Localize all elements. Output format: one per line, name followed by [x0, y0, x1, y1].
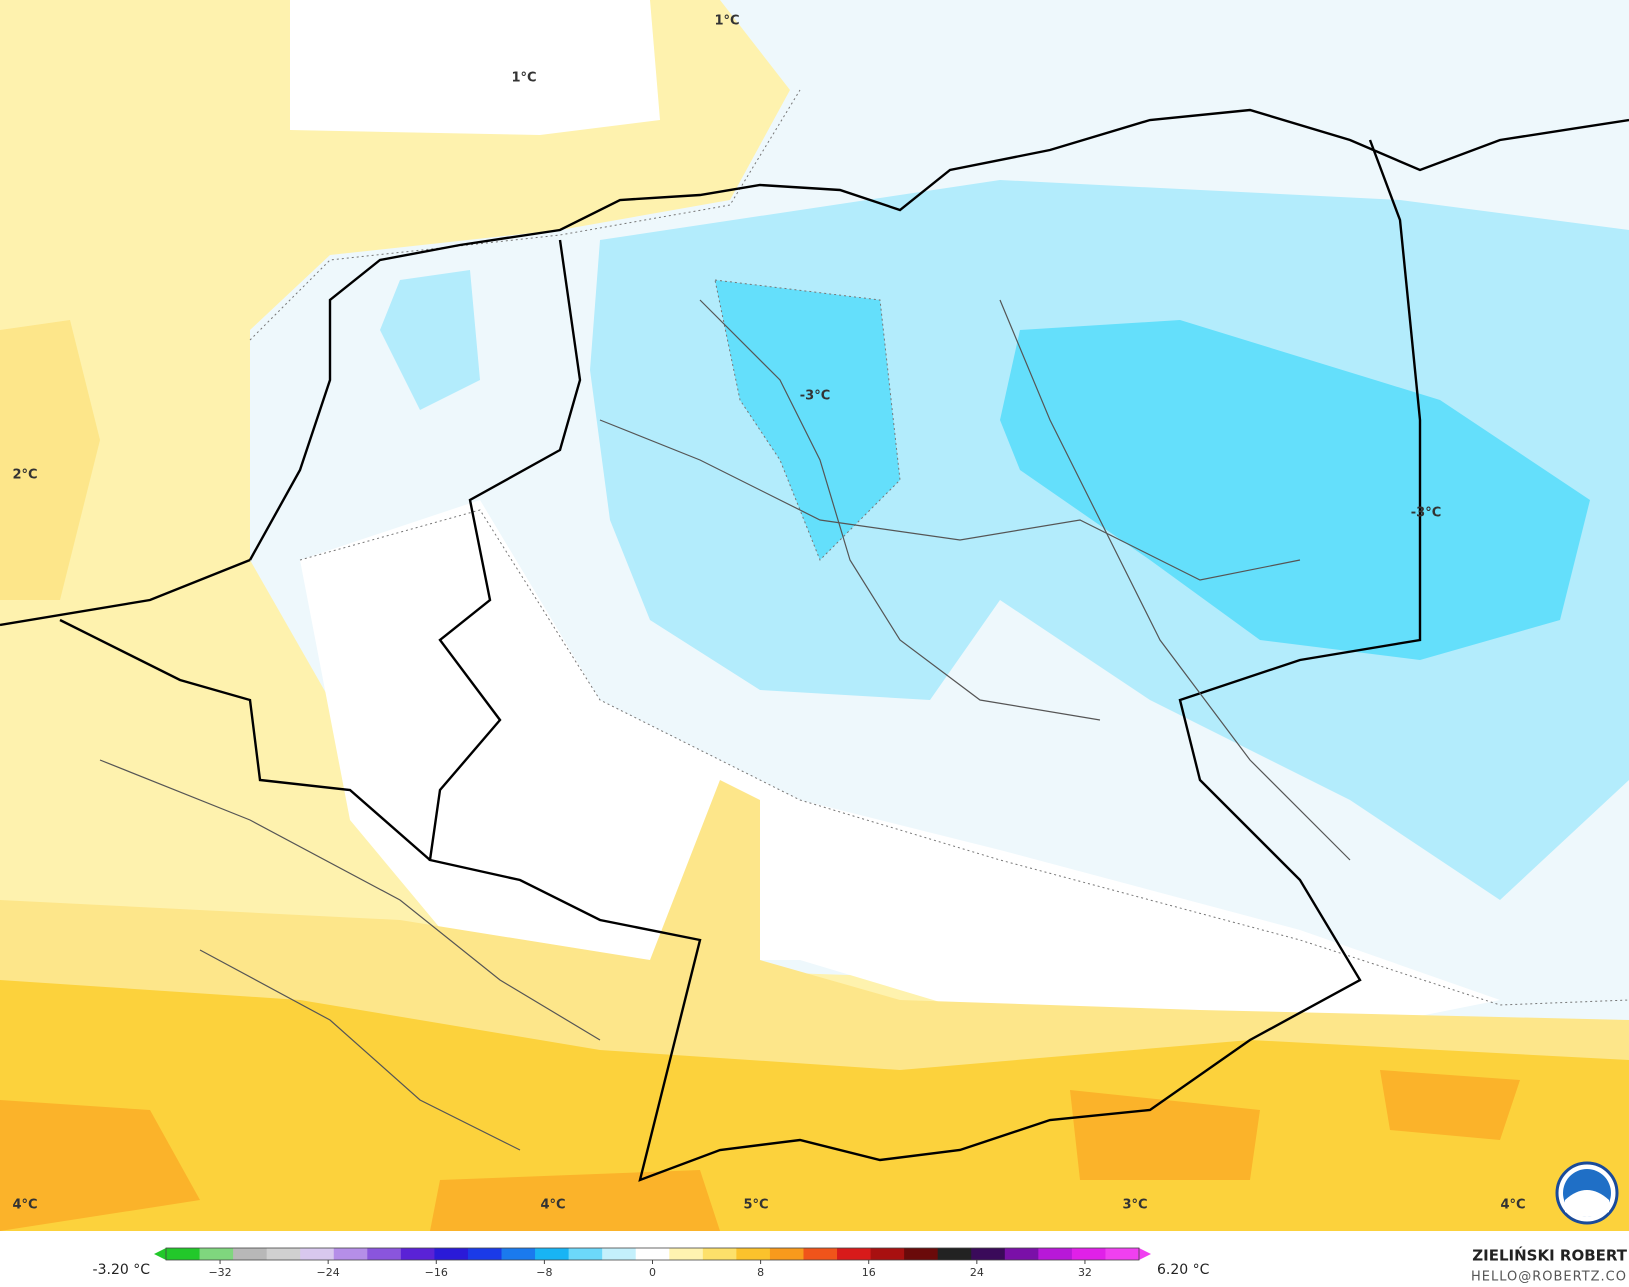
colorbar-end [1139, 1248, 1151, 1260]
temperature-label: 1°C [714, 14, 739, 29]
region-border [699, 299, 1101, 721]
isoline [714, 279, 901, 561]
credit-name: ZIELIŃSKI ROBERT [1472, 1246, 1627, 1265]
credit-email: HELLO@ROBERTZ.CO [1471, 1270, 1627, 1285]
region-border [599, 419, 1301, 581]
warmest-area [430, 1170, 720, 1231]
colorbar-segment [736, 1248, 771, 1260]
colorbar-segment [870, 1248, 905, 1260]
colorbar-segment [333, 1248, 368, 1260]
noaa-logo [1555, 1161, 1619, 1225]
colorbar-tick-label: 24 [970, 1266, 984, 1279]
colorbar-segment [568, 1248, 603, 1260]
colorbar-segment [266, 1248, 301, 1260]
map-field [0, 0, 1629, 1231]
coastline [0, 558, 251, 627]
colorbar-segment [367, 1248, 402, 1260]
colorbar-segment [1071, 1248, 1106, 1260]
colorbar-segment [769, 1248, 804, 1260]
temperature-label: 3°C [1122, 1198, 1147, 1213]
warm-area [0, 320, 100, 600]
colorbar-segment [1038, 1248, 1073, 1260]
colorbar-tick-label: −8 [536, 1266, 552, 1279]
colorbar-segment [300, 1248, 335, 1260]
warmest-area [0, 1100, 200, 1231]
colorbar-segment [669, 1248, 704, 1260]
temperature-label: 4°C [540, 1198, 565, 1213]
temperature-label: 4°C [12, 1198, 37, 1213]
colorbar-segment [233, 1248, 268, 1260]
warmest-area [1380, 1070, 1520, 1140]
isoline [249, 89, 801, 341]
borders [0, 108, 1629, 1182]
colorbar-segment [501, 1248, 536, 1260]
colorbar-segment [803, 1248, 838, 1260]
colorbar-tick-label: −24 [317, 1266, 340, 1279]
colorbar-tick-label: 0 [649, 1266, 656, 1279]
temperature-label: 4°C [1500, 1198, 1525, 1213]
temperature-label: 1°C [511, 71, 536, 86]
temperature-label: 2°C [12, 468, 37, 483]
colorbar-segment [602, 1248, 637, 1260]
colorbar-segment [535, 1248, 570, 1260]
region-border [999, 299, 1351, 861]
coastline [248, 108, 1629, 561]
zero-area [290, 0, 660, 135]
zero-area [300, 500, 1500, 1040]
colorbar-segment [400, 1248, 435, 1260]
temperature-label: -3°C [800, 389, 830, 404]
colorbar-end [154, 1248, 166, 1260]
colorbar-segment [434, 1248, 469, 1260]
colorbar-segment [1105, 1248, 1140, 1260]
colorbar-segment [1004, 1248, 1039, 1260]
country-border [59, 618, 431, 861]
colorbar-segment [467, 1248, 503, 1260]
colorbar-segment [166, 1248, 201, 1260]
isolines [249, 89, 1629, 1006]
colorbar-tick-label: 32 [1078, 1266, 1092, 1279]
region-border [199, 949, 521, 1151]
colorbar-tick-label: 8 [757, 1266, 764, 1279]
cold-area [380, 270, 480, 410]
colorbar-segment [971, 1248, 1006, 1260]
colorbar-min: -3.20 °C [93, 1262, 151, 1278]
region-border [99, 759, 601, 1041]
colorbar-segment [904, 1248, 939, 1260]
colorbar-segment [199, 1248, 234, 1260]
colorbar-tick-label: −16 [425, 1266, 448, 1279]
temperature-label: -3°C [1411, 506, 1441, 521]
colder-area [715, 280, 900, 560]
logo-wave [1565, 1190, 1609, 1217]
temperature-label: 5°C [743, 1198, 768, 1213]
colorbar-segment [937, 1248, 972, 1260]
colorbar-tick-label: −32 [208, 1266, 231, 1279]
colder-area [1000, 320, 1590, 660]
colorbar-segment [702, 1248, 737, 1260]
colorbar-segment [635, 1248, 670, 1260]
colorbar-max: 6.20 °C [1157, 1262, 1210, 1278]
colorbar-segment [837, 1248, 872, 1260]
colorbar-tick-label: 16 [862, 1266, 876, 1279]
